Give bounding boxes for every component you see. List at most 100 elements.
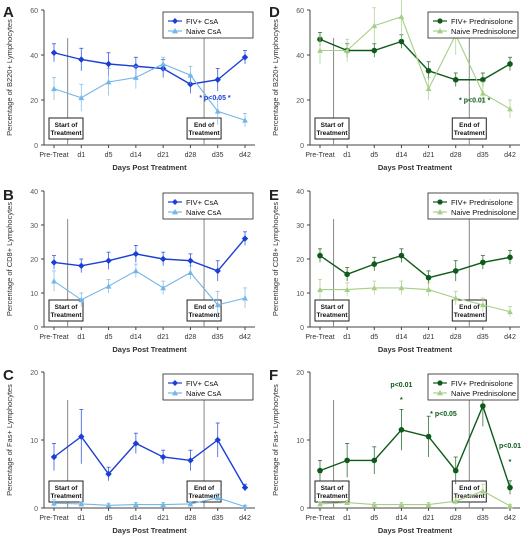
x-tick-label: d14 (130, 334, 142, 341)
data-point (105, 257, 112, 264)
y-tick-label: 20 (30, 370, 38, 377)
x-axis-title: Days Post Treatment (112, 345, 187, 354)
data-point (371, 47, 378, 54)
x-axis-title: Days Post Treatment (112, 163, 187, 172)
series-line-fiv (319, 254, 511, 279)
data-point (317, 500, 323, 507)
x-tick-label: Pre-Treat (39, 152, 68, 159)
x-tick-label: d42 (239, 152, 251, 159)
x-tick-label: d28 (185, 515, 197, 522)
data-point (187, 457, 194, 464)
x-tick-label: d28 (185, 334, 197, 341)
y-tick-label: 60 (30, 8, 38, 15)
x-tick-label: d28 (185, 152, 197, 159)
y-tick-label: 20 (296, 370, 304, 377)
x-tick-label: d1 (77, 515, 85, 522)
chart-panel-d: D 0 20 40 60 Pre-Treat d1 d5 d14 d21 d28 d35 d42 Days… (269, 0, 520, 172)
legend-entry: FIV+ Prednisolone (451, 198, 513, 207)
significance-annotation: * (509, 459, 512, 466)
x-tick-label: d5 (105, 334, 113, 341)
legend-entry: FIV+ Prednisolone (451, 379, 513, 388)
y-tick-label: 60 (296, 8, 304, 15)
significance-annotation: p<0.01 (390, 382, 412, 389)
end-treatment-label: End of (194, 304, 215, 311)
data-point (507, 106, 513, 112)
x-tick-label: d42 (504, 515, 516, 522)
y-tick-label: 20 (296, 98, 304, 105)
x-tick-label: d14 (130, 152, 142, 159)
data-point (133, 74, 139, 80)
legend-entry: Naive CsA (186, 27, 221, 36)
data-point (507, 484, 513, 491)
data-point (371, 501, 378, 507)
series-line-fiv (53, 435, 246, 488)
y-tick-label: 20 (30, 98, 38, 105)
data-point (398, 252, 405, 259)
data-point (242, 117, 248, 123)
panel-letter: D (269, 4, 280, 21)
data-point (452, 76, 459, 83)
data-point (317, 286, 323, 292)
end-treatment-label: End of (459, 485, 480, 492)
x-tick-label: d21 (157, 334, 169, 341)
data-point (425, 274, 432, 281)
data-point (452, 467, 459, 474)
x-tick-label: d1 (77, 334, 85, 341)
end-treatment-box (186, 117, 222, 140)
series-line-naive (53, 63, 246, 121)
x-tick-label: d1 (343, 334, 351, 341)
y-tick-label: 40 (30, 53, 38, 60)
series-line-fiv (319, 404, 511, 488)
x-tick-label: Pre-Treat (305, 334, 334, 341)
x-tick-label: d35 (477, 515, 489, 522)
y-tick-label: 0 (34, 506, 38, 513)
y-tick-label: 0 (34, 325, 38, 332)
data-point (214, 108, 221, 114)
y-tick-label: 0 (300, 325, 304, 332)
legend-entry: Naive CsA (186, 208, 221, 217)
data-point (480, 76, 486, 83)
x-tick-label: d1 (343, 515, 351, 522)
start-treatment-box (314, 117, 350, 140)
legend-marker (437, 28, 443, 34)
start-treatment-box (48, 299, 84, 322)
legend-box (427, 192, 519, 220)
data-point (214, 301, 221, 308)
data-point (371, 284, 378, 291)
x-tick-label: d5 (105, 515, 113, 522)
data-point (214, 494, 221, 501)
data-point (50, 453, 58, 461)
data-point (160, 501, 166, 507)
legend-marker (172, 380, 178, 386)
x-tick-label: Pre-Treat (39, 334, 68, 341)
y-tick-label: 10 (30, 438, 38, 445)
x-axis-title: Days Post Treatment (378, 345, 453, 354)
data-point (187, 257, 194, 264)
significance-annotation: p<0.01 (499, 443, 521, 450)
data-point (344, 457, 350, 464)
legend-entry: FIV+ CsA (186, 379, 218, 388)
data-point (105, 60, 112, 68)
data-point (452, 498, 459, 504)
data-point (133, 501, 139, 507)
data-point (78, 296, 85, 303)
x-tick-label: Pre-Treat (39, 515, 68, 522)
x-tick-label: d5 (370, 152, 378, 159)
start-treatment-box (314, 480, 350, 503)
end-treatment-label: Treatment (454, 130, 486, 137)
data-point (398, 501, 405, 507)
start-treatment-label: Treatment (50, 493, 82, 500)
data-point (78, 500, 85, 507)
y-axis-title: Percentage of Fas+ Lymphocytes (5, 384, 14, 496)
end-treatment-label: Treatment (189, 312, 221, 319)
x-tick-label: d35 (477, 334, 489, 341)
legend-entry: Naive CsA (186, 389, 221, 398)
x-tick-label: d14 (130, 515, 142, 522)
x-tick-label: Pre-Treat (305, 515, 334, 522)
chart-panel-f: F 0 10 20 Pre-Treat d1 d5 d14 d21 d28 d35 d42 Days P… (269, 367, 521, 535)
panel-letter: A (3, 4, 14, 21)
data-point (214, 436, 221, 444)
data-point (241, 235, 249, 242)
data-point (78, 262, 85, 269)
x-tick-label: d14 (396, 334, 408, 341)
